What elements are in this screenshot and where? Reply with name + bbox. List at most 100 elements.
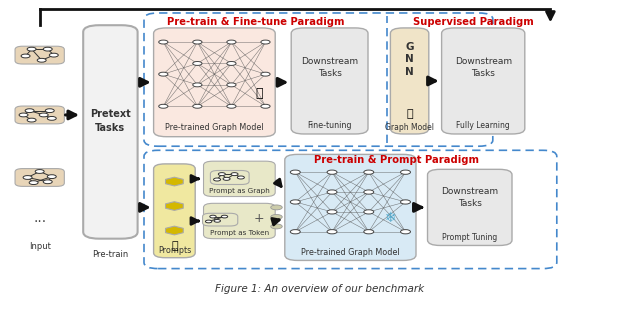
Text: 🔥: 🔥 xyxy=(406,108,413,119)
Circle shape xyxy=(261,72,270,76)
Circle shape xyxy=(39,113,48,117)
Circle shape xyxy=(364,190,374,194)
Text: Downstream
Tasks: Downstream Tasks xyxy=(301,57,358,78)
FancyBboxPatch shape xyxy=(285,154,416,260)
Circle shape xyxy=(49,53,58,57)
Circle shape xyxy=(271,214,282,219)
Text: Pre-trained Graph Model: Pre-trained Graph Model xyxy=(301,248,400,257)
FancyBboxPatch shape xyxy=(83,25,138,239)
Circle shape xyxy=(291,170,300,174)
Circle shape xyxy=(227,40,236,44)
Circle shape xyxy=(35,170,44,173)
FancyBboxPatch shape xyxy=(154,164,195,258)
Circle shape xyxy=(271,224,282,229)
Circle shape xyxy=(159,104,168,108)
Text: Prompts: Prompts xyxy=(158,246,191,256)
FancyBboxPatch shape xyxy=(204,203,275,239)
Circle shape xyxy=(227,83,236,87)
Circle shape xyxy=(237,176,244,179)
Circle shape xyxy=(44,47,52,51)
Circle shape xyxy=(21,54,30,58)
Circle shape xyxy=(19,113,28,117)
Circle shape xyxy=(193,61,202,66)
Polygon shape xyxy=(166,226,183,235)
Circle shape xyxy=(27,47,36,51)
Text: Pretext
Tasks: Pretext Tasks xyxy=(90,109,131,133)
Circle shape xyxy=(47,116,56,120)
Text: Supervised Paradigm: Supervised Paradigm xyxy=(413,17,534,27)
Text: Pre-train: Pre-train xyxy=(92,250,129,259)
Circle shape xyxy=(261,104,270,108)
Circle shape xyxy=(221,215,228,218)
Circle shape xyxy=(218,173,225,176)
FancyBboxPatch shape xyxy=(154,28,275,137)
FancyBboxPatch shape xyxy=(428,169,512,245)
Circle shape xyxy=(261,40,270,44)
Text: ...: ... xyxy=(33,211,46,225)
Circle shape xyxy=(291,200,300,204)
FancyBboxPatch shape xyxy=(15,106,65,124)
Circle shape xyxy=(364,210,374,214)
Circle shape xyxy=(231,173,238,176)
Circle shape xyxy=(205,220,212,223)
FancyBboxPatch shape xyxy=(202,213,238,226)
FancyBboxPatch shape xyxy=(211,171,249,184)
Circle shape xyxy=(214,178,221,181)
Circle shape xyxy=(23,176,32,180)
Circle shape xyxy=(193,104,202,108)
Text: 🔥: 🔥 xyxy=(255,87,263,100)
Polygon shape xyxy=(166,202,183,210)
Circle shape xyxy=(193,83,202,87)
Circle shape xyxy=(27,118,36,122)
Text: Prompt Tuning: Prompt Tuning xyxy=(442,233,497,242)
Text: +: + xyxy=(253,212,264,225)
Circle shape xyxy=(327,210,337,214)
Circle shape xyxy=(47,175,56,179)
Circle shape xyxy=(210,215,216,218)
FancyBboxPatch shape xyxy=(390,28,429,134)
Circle shape xyxy=(364,170,374,174)
Circle shape xyxy=(227,104,236,108)
Circle shape xyxy=(401,170,410,174)
Text: Fine-tuning: Fine-tuning xyxy=(307,121,352,130)
Circle shape xyxy=(327,230,337,234)
Text: Figure 1: An overview of our benchmark: Figure 1: An overview of our benchmark xyxy=(216,284,424,294)
Circle shape xyxy=(327,170,337,174)
Text: Downstream
Tasks: Downstream Tasks xyxy=(454,57,512,78)
Text: Pre-train & Fine-tune Paradigm: Pre-train & Fine-tune Paradigm xyxy=(167,17,345,27)
Circle shape xyxy=(401,230,410,234)
Circle shape xyxy=(29,181,38,184)
Text: ❄: ❄ xyxy=(385,211,396,225)
Circle shape xyxy=(159,72,168,76)
Circle shape xyxy=(401,200,410,204)
Polygon shape xyxy=(166,177,183,186)
Circle shape xyxy=(45,109,54,112)
Text: 🔥: 🔥 xyxy=(171,241,178,251)
Text: Input: Input xyxy=(29,242,51,251)
Circle shape xyxy=(364,230,374,234)
Circle shape xyxy=(44,180,52,184)
FancyBboxPatch shape xyxy=(291,28,368,134)
Text: Pre-train & Prompt Paradigm: Pre-train & Prompt Paradigm xyxy=(314,155,479,165)
Circle shape xyxy=(214,219,220,222)
Text: Prompt as Token: Prompt as Token xyxy=(210,230,269,236)
FancyBboxPatch shape xyxy=(442,28,525,134)
Circle shape xyxy=(193,40,202,44)
Text: Downstream
Tasks: Downstream Tasks xyxy=(441,188,499,208)
Text: Prompt as Graph: Prompt as Graph xyxy=(209,188,269,193)
Circle shape xyxy=(159,40,168,44)
FancyBboxPatch shape xyxy=(204,161,275,197)
FancyBboxPatch shape xyxy=(15,46,65,64)
Text: Pre-trained Graph Model: Pre-trained Graph Model xyxy=(165,123,264,132)
Circle shape xyxy=(37,58,46,62)
Circle shape xyxy=(271,205,282,210)
Circle shape xyxy=(327,190,337,194)
Text: G
N
N: G N N xyxy=(405,42,414,77)
Circle shape xyxy=(223,177,230,180)
Circle shape xyxy=(227,61,236,66)
Circle shape xyxy=(291,230,300,234)
Text: Graph Model: Graph Model xyxy=(385,123,434,132)
FancyBboxPatch shape xyxy=(15,169,65,186)
Circle shape xyxy=(25,109,34,112)
Text: Fully Learning: Fully Learning xyxy=(456,121,510,130)
